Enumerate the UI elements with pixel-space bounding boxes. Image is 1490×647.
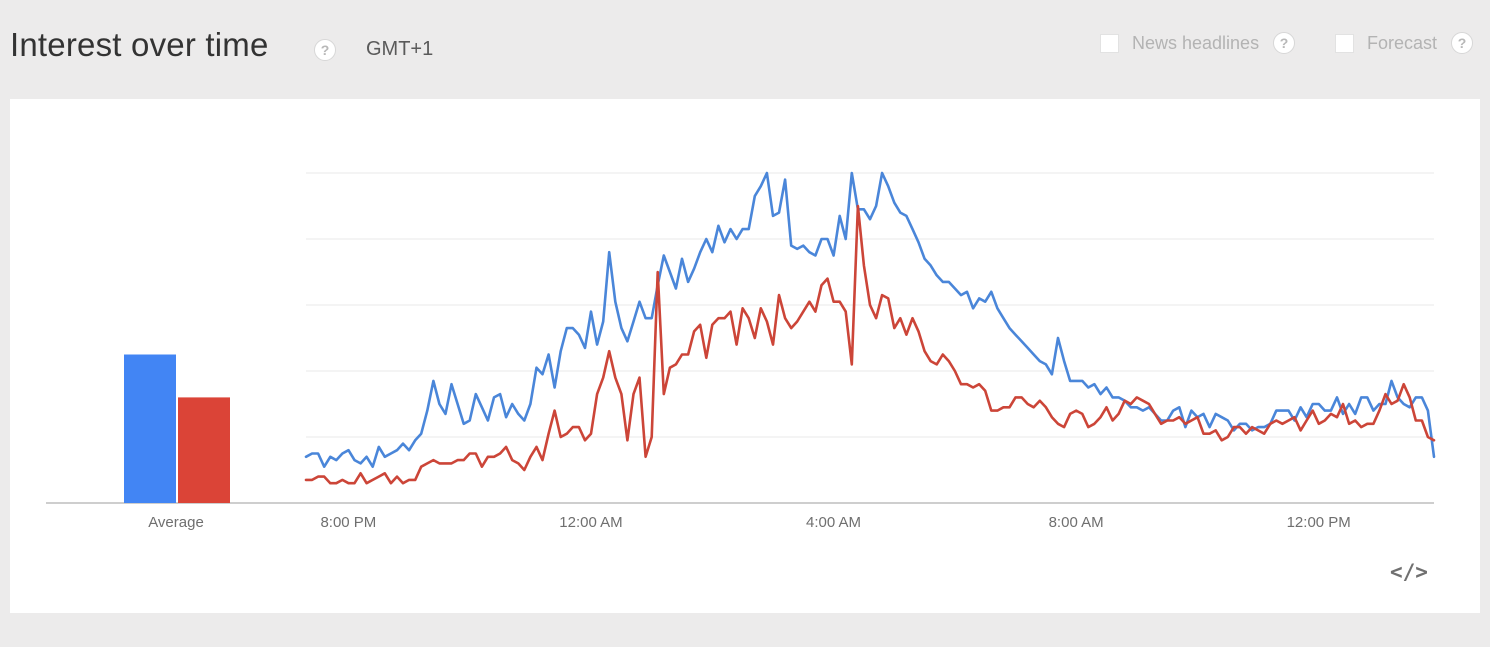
forecast-checkbox[interactable] <box>1335 33 1354 53</box>
forecast-option[interactable]: Forecast ? <box>1335 31 1474 55</box>
forecast-help-icon[interactable]: ? <box>1451 32 1474 54</box>
embed-code-icon[interactable]: </> <box>1390 560 1428 584</box>
interest-chart: Average 8:00 PM 12:00 AM 4:00 AM 8:00 AM 12:0… <box>46 171 1436 531</box>
page-title: Interest over time <box>10 26 269 63</box>
series-line <box>304 171 1436 469</box>
news-headlines-help-icon[interactable]: ? <box>1273 32 1296 54</box>
x-tick-label: 12:00 PM <box>1287 514 1351 531</box>
news-headlines-label: News headlines <box>1132 32 1260 53</box>
average-label: Average <box>148 514 204 531</box>
news-headlines-checkbox[interactable] <box>1100 33 1119 53</box>
average-bar <box>124 354 176 503</box>
x-tick-label: 4:00 AM <box>806 514 861 531</box>
news-headlines-option[interactable]: News headlines ? <box>1100 31 1296 55</box>
chart-card: Average 8:00 PM 12:00 AM 4:00 AM 8:00 AM 12:0… <box>10 99 1480 613</box>
x-tick-label: 8:00 PM <box>320 514 376 531</box>
title-help-icon[interactable]: ? <box>314 39 336 61</box>
forecast-label: Forecast <box>1367 32 1438 53</box>
timezone-label: GMT+1 <box>366 38 434 60</box>
x-tick-label: 8:00 AM <box>1049 514 1104 531</box>
average-bar <box>178 397 230 503</box>
header: Interest over time ? GMT+1 News headline… <box>0 0 1490 98</box>
x-tick-label: 12:00 AM <box>559 514 622 531</box>
series-line <box>304 204 1436 485</box>
